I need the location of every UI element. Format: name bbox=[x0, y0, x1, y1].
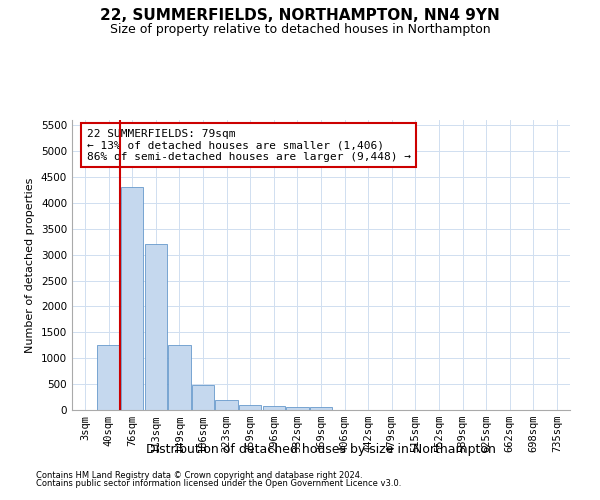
Bar bbox=[97, 346, 120, 410]
Bar bbox=[192, 385, 214, 410]
Text: 22, SUMMERFIELDS, NORTHAMPTON, NN4 9YN: 22, SUMMERFIELDS, NORTHAMPTON, NN4 9YN bbox=[100, 8, 500, 22]
Bar bbox=[215, 400, 238, 410]
Bar bbox=[239, 405, 262, 410]
Text: Contains public sector information licensed under the Open Government Licence v3: Contains public sector information licen… bbox=[36, 478, 401, 488]
Bar bbox=[168, 346, 191, 410]
Y-axis label: Number of detached properties: Number of detached properties bbox=[25, 178, 35, 352]
Bar bbox=[286, 407, 308, 410]
Text: Distribution of detached houses by size in Northampton: Distribution of detached houses by size … bbox=[146, 442, 496, 456]
Bar bbox=[310, 407, 332, 410]
Bar bbox=[121, 188, 143, 410]
Bar bbox=[263, 406, 285, 410]
Text: Size of property relative to detached houses in Northampton: Size of property relative to detached ho… bbox=[110, 22, 490, 36]
Bar bbox=[145, 244, 167, 410]
Text: 22 SUMMERFIELDS: 79sqm
← 13% of detached houses are smaller (1,406)
86% of semi-: 22 SUMMERFIELDS: 79sqm ← 13% of detached… bbox=[87, 128, 411, 162]
Text: Contains HM Land Registry data © Crown copyright and database right 2024.: Contains HM Land Registry data © Crown c… bbox=[36, 471, 362, 480]
